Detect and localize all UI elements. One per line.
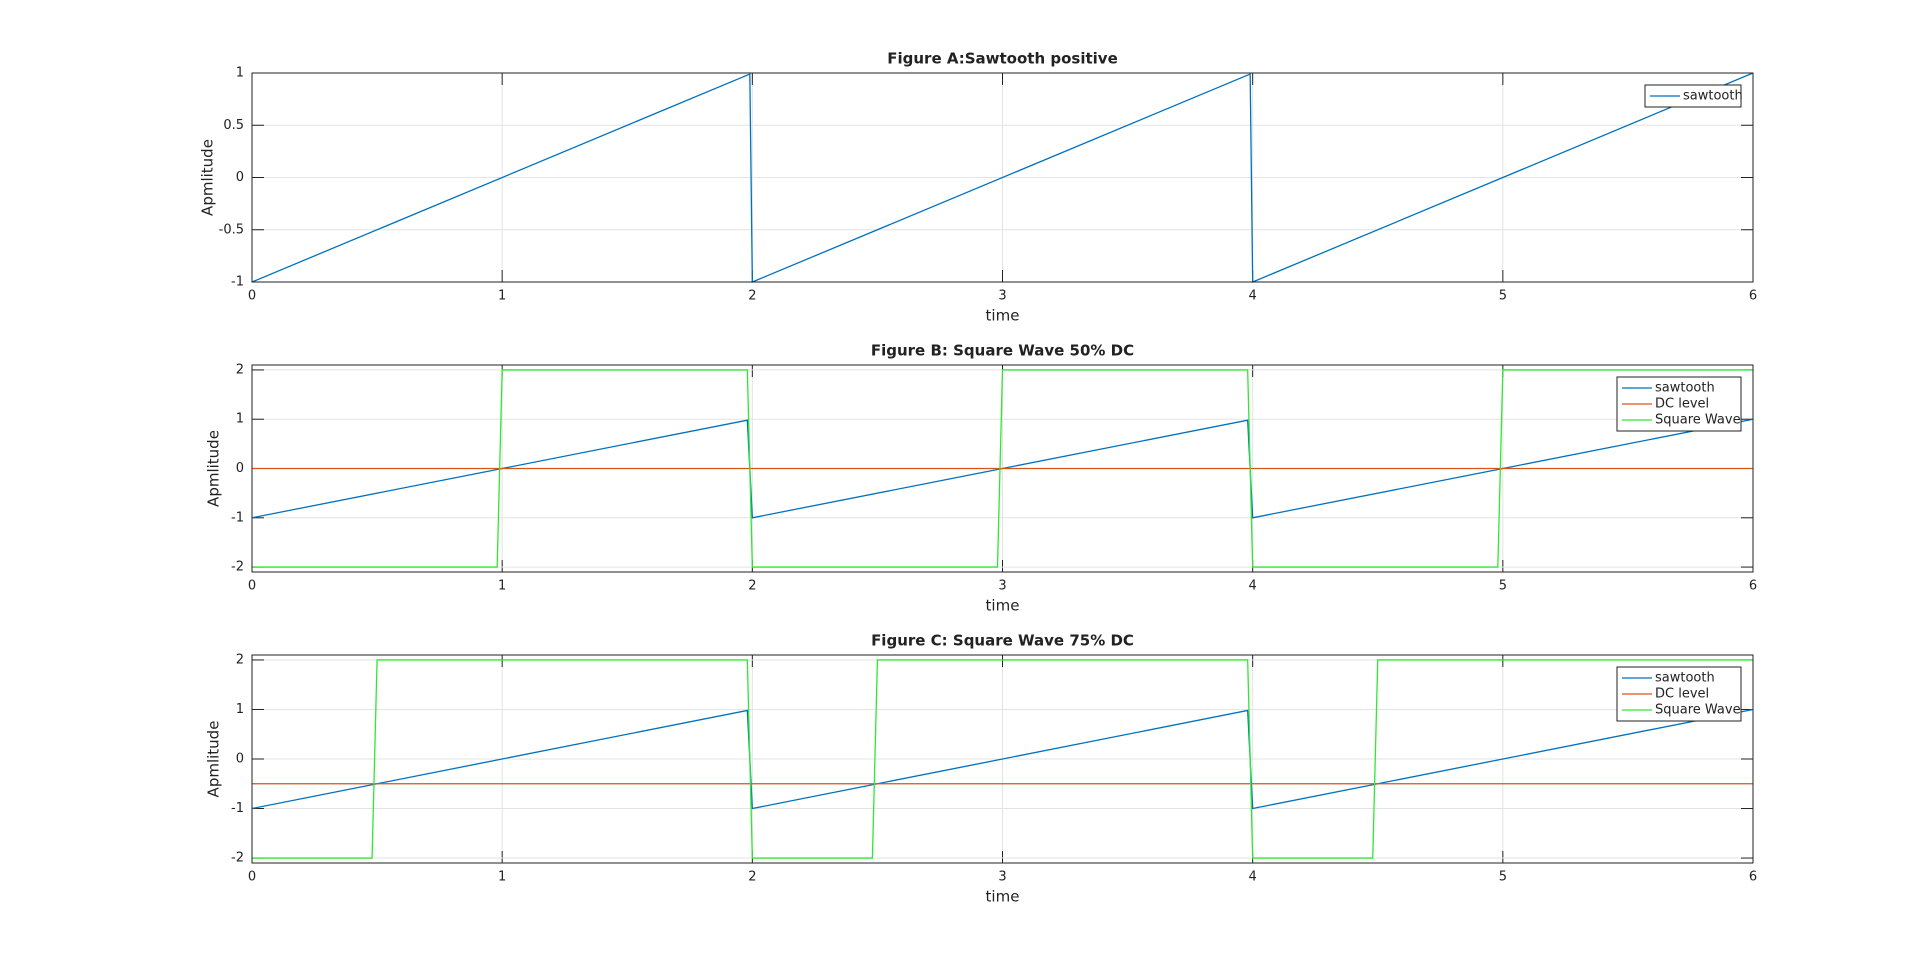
legend-label: Square Wave — [1655, 703, 1741, 718]
x-tick-label: 2 — [748, 579, 756, 594]
legend-box — [1644, 84, 1742, 108]
x-tick-label: 1 — [498, 579, 506, 594]
y-tick-label: 2 — [236, 652, 244, 667]
y-axis-label: Apmlitude — [199, 139, 217, 216]
axes-box — [251, 72, 1754, 283]
y-axis-label: Apmlitude — [205, 430, 223, 507]
y-tick-label: 0 — [236, 752, 244, 767]
y-tick-label: -2 — [231, 560, 244, 575]
x-axis-label: time — [986, 597, 1020, 615]
axes-box — [251, 654, 1754, 864]
chart-title: Figure C: Square Wave 75% DC — [871, 632, 1134, 650]
y-tick-label: 1 — [236, 702, 244, 717]
legend-label: DC level — [1655, 687, 1709, 702]
x-tick-label: 5 — [1499, 870, 1507, 885]
series-line — [252, 369, 1753, 568]
x-tick-label: 6 — [1749, 579, 1757, 594]
y-tick-label: 0.5 — [223, 118, 244, 133]
legend-label: DC level — [1655, 397, 1709, 412]
x-tick-label: 0 — [248, 289, 256, 304]
legend-label: sawtooth — [1655, 671, 1715, 686]
x-tick-label: 2 — [748, 870, 756, 885]
y-tick-label: -1 — [231, 275, 244, 290]
y-tick-label: 1 — [236, 66, 244, 81]
x-tick-label: 6 — [1749, 870, 1757, 885]
x-tick-label: 3 — [998, 870, 1006, 885]
x-tick-label: 3 — [998, 579, 1006, 594]
legend-label: Square Wave — [1655, 413, 1741, 428]
series-line — [252, 659, 1753, 859]
y-tick-label: -0.5 — [219, 222, 244, 237]
x-tick-label: 5 — [1499, 579, 1507, 594]
x-tick-label: 4 — [1249, 870, 1257, 885]
axes-box — [251, 364, 1754, 573]
y-tick-label: 0 — [236, 461, 244, 476]
x-axis-label: time — [986, 888, 1020, 906]
y-tick-label: 2 — [236, 362, 244, 377]
y-tick-label: -1 — [231, 510, 244, 525]
y-axis-label: Apmlitude — [205, 721, 223, 798]
legend-label: sawtooth — [1655, 381, 1715, 396]
x-tick-label: 3 — [998, 289, 1006, 304]
series-line — [251, 72, 1754, 283]
x-tick-label: 0 — [248, 579, 256, 594]
x-tick-label: 0 — [248, 870, 256, 885]
chart-title: Figure B: Square Wave 50% DC — [871, 342, 1134, 360]
y-tick-label: 1 — [236, 412, 244, 427]
y-tick-label: -1 — [231, 801, 244, 816]
x-tick-label: 4 — [1249, 289, 1257, 304]
x-axis-label: time — [986, 307, 1020, 325]
y-tick-label: 0 — [236, 170, 244, 185]
legend-label: sawtooth — [1683, 89, 1743, 104]
x-tick-label: 2 — [748, 289, 756, 304]
x-tick-label: 5 — [1499, 289, 1507, 304]
x-tick-label: 1 — [498, 870, 506, 885]
x-tick-label: 4 — [1249, 579, 1257, 594]
y-tick-label: -2 — [231, 851, 244, 866]
x-tick-label: 1 — [498, 289, 506, 304]
chart-title: Figure A:Sawtooth positive — [887, 50, 1118, 68]
x-tick-label: 6 — [1749, 289, 1757, 304]
